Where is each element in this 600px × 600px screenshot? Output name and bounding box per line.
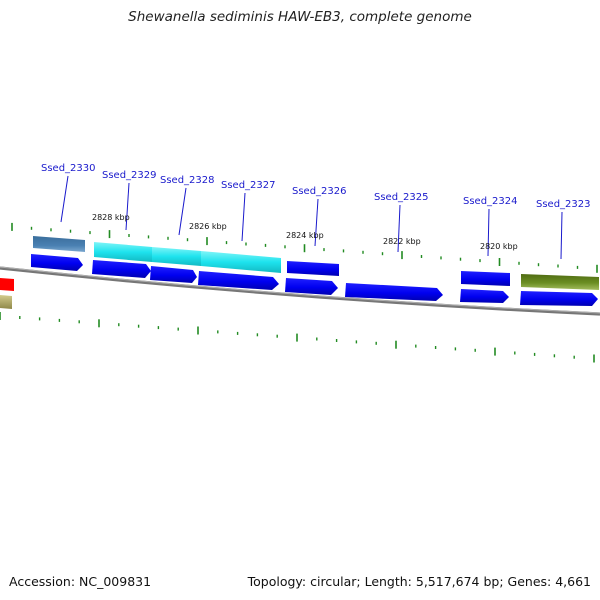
genome-backbone <box>0 266 600 316</box>
gene-label[interactable]: Ssed_2324 <box>463 196 518 207</box>
scale-label: 2828 kbp <box>92 213 130 222</box>
gene-ssed-2326-arrow[interactable] <box>287 261 339 276</box>
gene-ssed-2324-arrow[interactable] <box>461 271 510 286</box>
scale-ticks-lower <box>0 312 595 363</box>
gene-leader-line <box>60 175 69 223</box>
gene-label[interactable]: Ssed_2323 <box>536 199 591 210</box>
gene-ssed-2323-bar[interactable] <box>521 274 599 290</box>
gene-g-arrow[interactable] <box>460 289 509 303</box>
scale-label: 2822 kbp <box>383 237 421 246</box>
scale-ticks-upper <box>11 222 598 273</box>
gene-b-arrow[interactable] <box>92 260 151 278</box>
genome-summary-text: Topology: circular; Length: 5,517,674 bp… <box>247 574 591 589</box>
gene-c-arrow[interactable] <box>150 266 197 283</box>
gene-leader-line <box>178 187 187 236</box>
gene-label[interactable]: Ssed_2327 <box>221 180 276 191</box>
reverse-strand-features <box>31 254 598 306</box>
gene-a-arrow[interactable] <box>31 254 83 271</box>
gene-label[interactable]: Ssed_2328 <box>160 175 215 186</box>
gene-leader-line <box>314 198 319 247</box>
gene-label[interactable]: Ssed_2330 <box>41 163 96 174</box>
gene-leader-line <box>125 182 130 231</box>
scale-label: 2826 kbp <box>189 222 227 231</box>
accession-text: Accession: NC_009831 <box>9 574 152 589</box>
genome-backbone-highlight <box>0 266 600 314</box>
map-title: Shewanella sediminis HAW-EB3, complete g… <box>128 9 472 25</box>
forward-strand-features <box>33 236 599 290</box>
gene-e-arrow[interactable] <box>285 278 338 295</box>
gene-f-arrow[interactable] <box>345 283 443 301</box>
gene-ssed-2330-bar[interactable] <box>33 236 85 252</box>
gene-ssed-2329-bar[interactable] <box>94 242 152 262</box>
gene-ssed-2328-bar[interactable] <box>152 247 201 266</box>
gene-d-arrow[interactable] <box>198 271 279 290</box>
gene-label[interactable]: Ssed_2326 <box>292 186 347 197</box>
scale-label: 2824 kbp <box>286 231 324 240</box>
gene-label[interactable]: Ssed_2329 <box>102 170 157 181</box>
gene-leader-line <box>487 208 490 257</box>
gene-leader-line <box>397 204 401 253</box>
gene-leader-line <box>560 211 563 260</box>
gene-label[interactable]: Ssed_2325 <box>374 192 429 203</box>
gene-leader-line <box>241 192 246 242</box>
gene-ssed-2327-bar[interactable] <box>201 251 281 273</box>
gene-label-layer: Ssed_2330 Ssed_2329 Ssed_2328 Ssed_2327 Ssed… <box>41 163 591 260</box>
scale-label-layer: 2828 kbp 2826 kbp 2824 kbp 2822 kbp 2820 kbp <box>92 213 518 251</box>
edge-gene-red[interactable] <box>0 278 14 291</box>
edge-gene-khaki[interactable] <box>0 295 12 309</box>
gene-h-arrow[interactable] <box>520 291 598 306</box>
scale-label: 2820 kbp <box>480 242 518 251</box>
